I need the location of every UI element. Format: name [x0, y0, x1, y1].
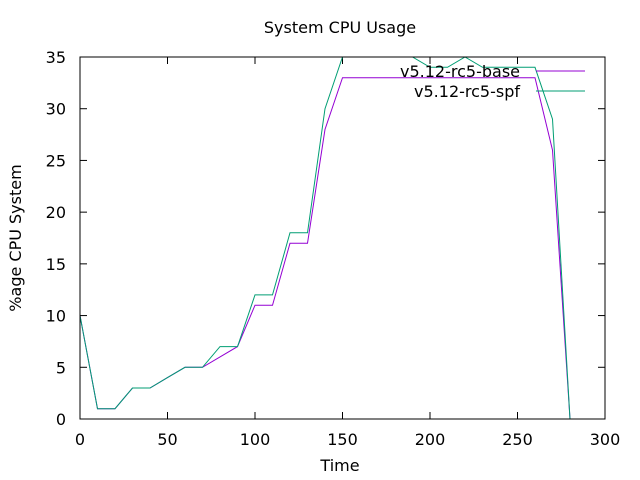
series-line: [80, 57, 571, 419]
plot-frame: [79, 56, 606, 420]
y-tick-label: 25: [46, 151, 66, 170]
x-axis-label: Time: [319, 456, 359, 475]
chart-title: System CPU Usage: [264, 18, 416, 37]
y-tick-label: 0: [56, 410, 66, 429]
y-tick-label: 30: [46, 100, 66, 119]
y-tick-label: 5: [56, 358, 66, 377]
series-layer: [80, 57, 571, 419]
series-line: [80, 77, 571, 419]
y-tick-label: 20: [46, 203, 66, 222]
x-tick-label: 300: [590, 430, 621, 449]
x-tick-label: 0: [75, 430, 85, 449]
legend-label: v5.12-rc5-spf: [414, 82, 520, 101]
ticks-layer: 0 50 100 150 200 250 300 0 5 10 15 20 25 30 35: [46, 48, 621, 449]
x-tick-label: 50: [157, 430, 177, 449]
x-tick-label: 200: [415, 430, 446, 449]
y-axis-label: %age CPU System: [6, 164, 25, 311]
x-tick-label: 150: [327, 430, 358, 449]
legend-label: v5.12-rc5-base: [400, 62, 520, 81]
y-tick-label: 15: [46, 255, 66, 274]
x-tick-label: 250: [502, 430, 533, 449]
y-tick-label: 10: [46, 307, 66, 326]
x-tick-label: 100: [240, 430, 271, 449]
y-tick-label: 35: [46, 48, 66, 67]
